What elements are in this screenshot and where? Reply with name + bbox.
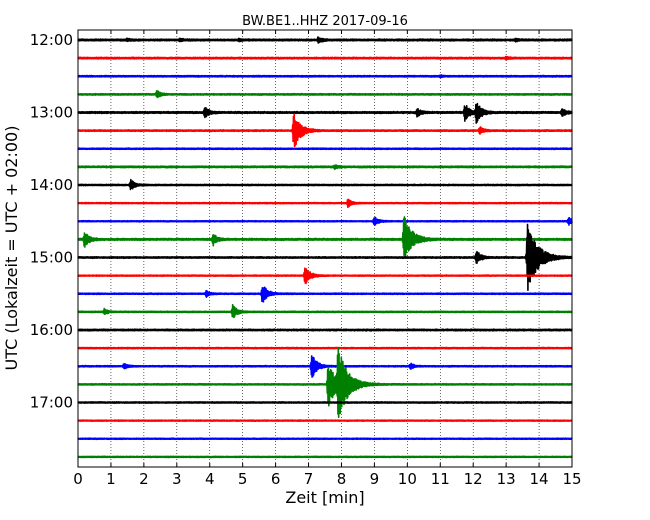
trace-1545	[77, 303, 573, 319]
x-tick-label: 3	[172, 470, 182, 488]
y-axis-label: UTC (Lokalzeit = UTC + 02:00)	[2, 126, 21, 371]
trace-1630	[77, 355, 573, 378]
trace-1730	[77, 437, 573, 441]
plot-frame	[77, 29, 573, 468]
x-tick-label: 10	[398, 470, 417, 488]
trace-1345	[77, 164, 573, 171]
y-tick-label: 13:00	[30, 104, 73, 122]
x-tick-label: 4	[205, 470, 215, 488]
trace-1230	[77, 74, 573, 79]
y-tick-label: 14:00	[30, 176, 73, 194]
trace-1400	[77, 178, 573, 191]
x-tick-label: 1	[106, 470, 116, 488]
x-tick-label: 13	[497, 470, 516, 488]
y-tick-label: 15:00	[30, 249, 73, 267]
x-tick-label: 14	[530, 470, 549, 488]
grid	[110, 30, 540, 467]
x-tick-label: 7	[304, 470, 314, 488]
trace-1415	[77, 198, 573, 209]
y-tick-label: 17:00	[30, 394, 73, 412]
trace-1200	[77, 36, 573, 44]
trace-1500	[77, 223, 573, 292]
trace-1645	[77, 346, 573, 419]
trace-1515	[77, 267, 573, 285]
x-tick-label: 6	[271, 470, 281, 488]
x-tick-label: 5	[238, 470, 248, 488]
x-tick-label: 2	[139, 470, 149, 488]
x-tick-label: 9	[370, 470, 380, 488]
x-tick-label: 15	[562, 470, 581, 488]
trace-1315	[77, 113, 573, 148]
traces	[77, 36, 573, 459]
y-tick-label: 16:00	[30, 321, 73, 339]
y-tick-label: 12:00	[30, 31, 73, 49]
x-axis-ticks: 0 1 2 3 4 5 6 7 8 9 10 11 12 13 14 15	[73, 30, 582, 488]
trace-1300	[77, 102, 573, 124]
x-tick-label: 8	[337, 470, 347, 488]
y-axis-ticks: 12:00 13:00 14:00 15:00 16:00 17:00	[30, 31, 572, 412]
trace-1330	[77, 147, 573, 151]
trace-1215	[77, 55, 573, 61]
x-tick-label: 0	[73, 470, 83, 488]
x-axis-label: Zeit [min]	[285, 488, 364, 507]
trace-1745	[77, 455, 573, 459]
trace-1245	[77, 90, 573, 99]
trace-1445	[77, 216, 573, 259]
trace-1700	[77, 401, 573, 404]
trace-1430	[77, 216, 573, 226]
trace-1600	[77, 328, 573, 332]
trace-1615	[77, 346, 573, 350]
trace-1715	[77, 419, 573, 423]
chart-title: BW.BE1..HHZ 2017-09-16	[242, 14, 408, 29]
x-tick-label: 11	[431, 470, 450, 488]
trace-1530	[77, 286, 573, 303]
x-tick-label: 12	[464, 470, 483, 488]
